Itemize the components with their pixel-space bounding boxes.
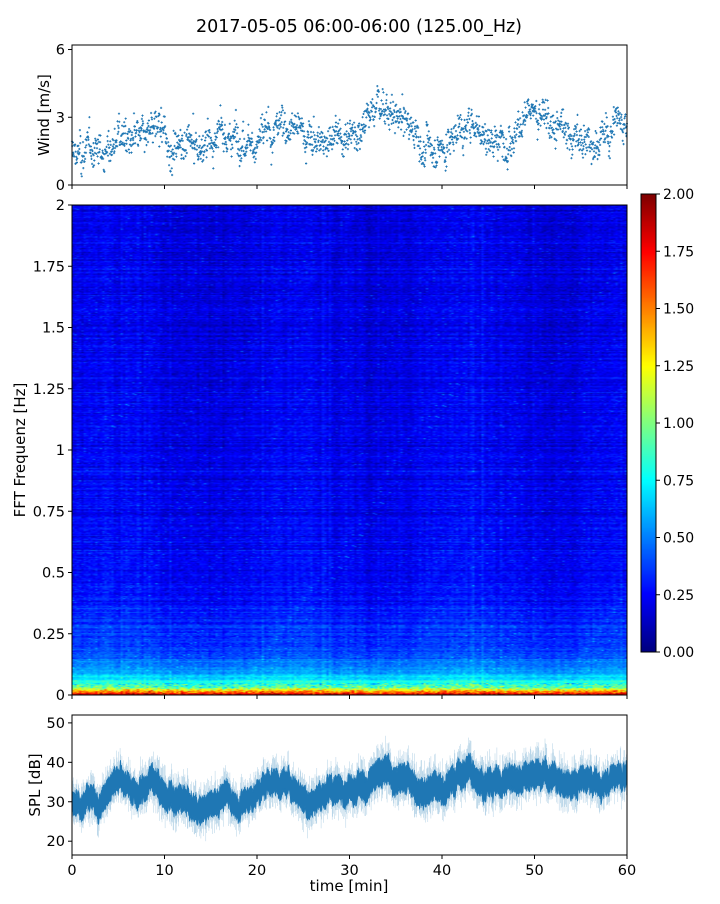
figure-title: 2017-05-05 06:00-06:00 (125.00_Hz) (196, 17, 522, 37)
spl-x-tick-label: 20 (248, 863, 266, 879)
spectrogram-y-tick-label: 0.5 (42, 566, 65, 582)
wind-y-axis: 0 3 6 (56, 43, 72, 194)
spectrogram-heatmap (72, 205, 627, 695)
spl-x-tick-label: 0 (67, 863, 76, 879)
colorbar-ticks: 0.00 0.25 0.50 0.75 1.00 1.25 1.50 1.75 2.00 (656, 187, 694, 661)
wind-y-tick-label: 0 (56, 178, 65, 194)
spl-x-axis: 0 10 20 30 40 50 60 (67, 855, 636, 879)
spl-x-tick-label: 60 (618, 863, 636, 879)
colorbar-tick-label: 1.25 (663, 359, 694, 375)
spl-y-tick-label: 50 (47, 716, 65, 732)
spl-x-tick-label: 30 (340, 863, 358, 879)
spectrogram-y-tick-label: 1.25 (33, 382, 65, 398)
colorbar-tick-label: 1.00 (663, 416, 694, 432)
spl-panel: 20 30 40 50 0 10 20 30 40 50 60 SPL [dB] time [mi… (26, 714, 636, 895)
spl-x-tick-label: 10 (155, 863, 173, 879)
wind-y-tick-label: 6 (56, 43, 65, 59)
colorbar-tick-label: 1.50 (663, 302, 694, 318)
spectrogram-y-label: FFT Frequenz [Hz] (11, 383, 29, 518)
spl-x-tick-label: 50 (525, 863, 543, 879)
colorbar-tick-label: 0.00 (663, 645, 694, 661)
colorbar-gradient (641, 194, 656, 652)
wind-x-ticks (71, 185, 628, 189)
spectrogram-y-tick-label: 1.75 (33, 259, 65, 275)
x-axis-label: time [min] (310, 877, 389, 895)
colorbar: 0.00 0.25 0.50 0.75 1.00 1.25 1.50 1.75 2.00 (640, 187, 694, 661)
colorbar-tick-label: 1.75 (663, 244, 694, 260)
spl-y-label: SPL [dB] (26, 753, 44, 816)
spectrogram-y-tick-label: 2 (56, 198, 65, 214)
spectrogram-y-tick-label: 1 (56, 443, 65, 459)
spectrogram-y-axis: 0 0.25 0.5 0.75 1 1.25 1.5 1.75 2 (33, 198, 72, 704)
wind-y-label: Wind [m/s] (35, 74, 53, 156)
colorbar-tick-label: 0.25 (663, 588, 694, 604)
wind-series (70, 85, 628, 178)
spl-y-tick-label: 40 (47, 755, 65, 771)
spectrogram-y-tick-label: 1.5 (42, 321, 65, 337)
wind-y-tick-label: 3 (56, 110, 65, 126)
spectrogram-y-tick-label: 0.75 (33, 504, 65, 520)
spectrogram-y-tick-label: 0.25 (33, 627, 65, 643)
spl-x-tick-label: 40 (433, 863, 451, 879)
spectrogram-panel: 0 0.25 0.5 0.75 1 1.25 1.5 1.75 2 FFT Frequenz [… (11, 198, 628, 704)
spl-y-tick-label: 30 (47, 795, 65, 811)
spl-y-axis: 20 30 40 50 (47, 716, 72, 850)
wind-panel: 0 3 6 Wind [m/s] (35, 43, 628, 194)
colorbar-tick-label: 0.50 (663, 531, 694, 547)
spl-y-tick-label: 20 (47, 834, 65, 850)
spectrogram-x-ticks (71, 695, 628, 699)
wind-point-markers (70, 85, 628, 178)
colorbar-tick-label: 0.75 (663, 473, 694, 489)
spl-series (71, 735, 628, 842)
spectrogram-y-tick-label: 0 (56, 688, 65, 704)
colorbar-tick-label: 2.00 (663, 187, 694, 203)
